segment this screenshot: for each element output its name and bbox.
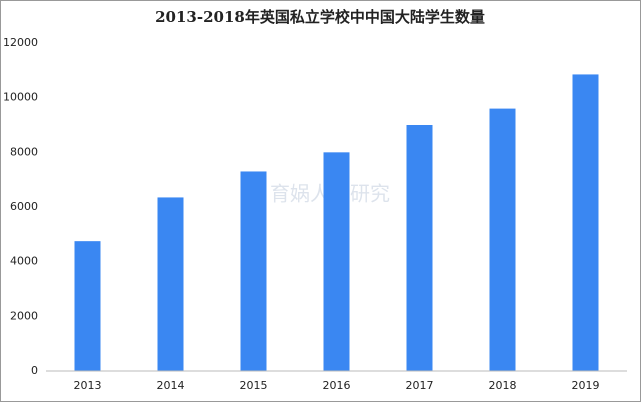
x-tick-label: 2019 bbox=[572, 379, 600, 392]
bar bbox=[489, 108, 516, 371]
chart-title: 2013-2018年英国私立学校中中国大陆学生数量 bbox=[155, 8, 485, 26]
y-tick-label: 2000 bbox=[10, 309, 38, 322]
y-tick-label: 12000 bbox=[3, 36, 38, 49]
x-tick-label: 2016 bbox=[323, 379, 351, 392]
y-tick-label: 6000 bbox=[10, 200, 38, 213]
y-tick-label: 0 bbox=[31, 364, 38, 377]
y-tick-label: 8000 bbox=[10, 145, 38, 158]
y-tick-label: 10000 bbox=[3, 91, 38, 104]
bar bbox=[157, 197, 184, 371]
bar bbox=[323, 152, 350, 371]
x-tick-label: 2017 bbox=[406, 379, 434, 392]
y-tick-label: 4000 bbox=[10, 255, 38, 268]
bar bbox=[74, 241, 101, 371]
bar bbox=[406, 125, 433, 371]
x-tick-label: 2015 bbox=[240, 379, 268, 392]
bar bbox=[572, 74, 599, 371]
x-tick-label: 2018 bbox=[489, 379, 517, 392]
x-tick-label: 2014 bbox=[157, 379, 185, 392]
bar bbox=[240, 171, 267, 371]
x-tick-label: 2013 bbox=[74, 379, 102, 392]
